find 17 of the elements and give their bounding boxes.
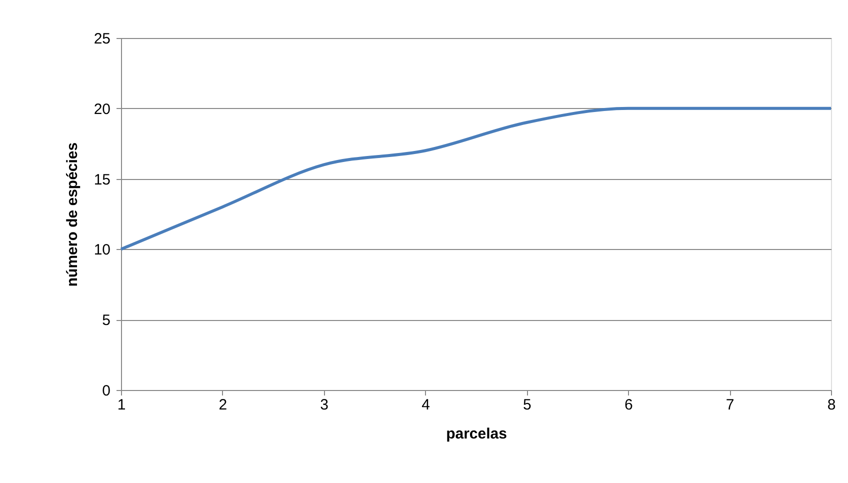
y-tick-label: 10: [94, 242, 110, 259]
x-tick-label: 4: [422, 396, 430, 414]
y-tick-label: 0: [102, 382, 110, 400]
x-tick-label: 8: [827, 396, 836, 414]
line-series: [120, 106, 832, 251]
y-tick-label: 15: [94, 171, 110, 188]
x-tick-label: 5: [523, 396, 532, 414]
x-tick-label: 1: [117, 396, 126, 414]
y-axis-title: número de espécies: [64, 142, 81, 287]
x-tick-label: 2: [218, 396, 228, 414]
x-tick-label: 3: [320, 396, 329, 414]
y-tick-label: 20: [94, 100, 110, 118]
y-tick-label: 5: [102, 312, 110, 330]
x-axis-title: parcelas: [446, 426, 507, 442]
x-tick-label: 7: [726, 396, 734, 414]
x-tick-label: 6: [624, 396, 633, 414]
y-tick-label: 25: [94, 30, 110, 48]
